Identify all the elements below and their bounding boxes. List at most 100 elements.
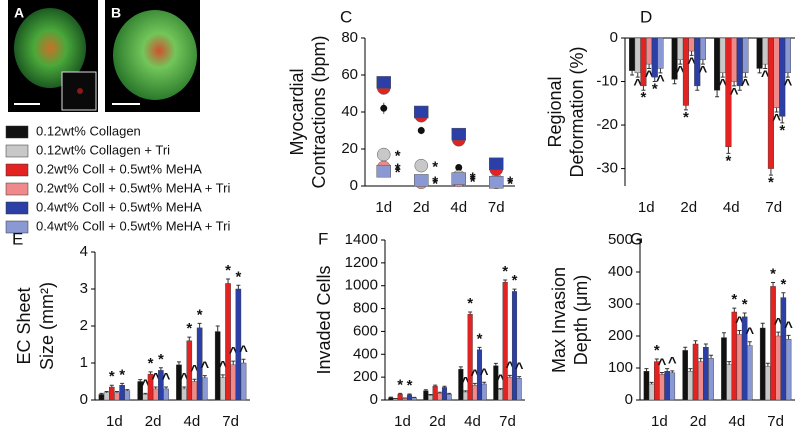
error-bar (148, 371, 153, 375)
significance-marker: * (197, 306, 203, 323)
significance-marker: * (725, 152, 731, 169)
significance-marker: * (683, 109, 689, 126)
significance-marker: * (148, 355, 154, 372)
y-axis-label: Myocardial (287, 68, 307, 155)
x-tick-label: 1d (638, 199, 655, 216)
error-bar (104, 390, 109, 393)
bar (163, 388, 169, 401)
error-bar (493, 362, 498, 366)
significance-marker: ^ (774, 315, 783, 332)
error-bar (215, 325, 220, 332)
significance-marker: * (507, 175, 513, 192)
point (414, 105, 429, 119)
chart: D Regional Deformation (%) 0 -10 -20 -30 1d 2d 4d… (545, 7, 795, 216)
error-bar (468, 311, 473, 315)
bar (682, 37, 689, 106)
y-axis-label: Size (mm²) (37, 282, 57, 370)
point (414, 158, 428, 173)
significance-marker: * (507, 173, 513, 190)
y-axis-label: Depth (μm) (571, 275, 591, 365)
significance-marker: * (652, 80, 658, 97)
x-tick-label: 2d (680, 199, 697, 216)
x-tick-label: 4d (184, 413, 201, 426)
error-bar (125, 389, 130, 391)
y-axis-label: EC Sheet (14, 287, 34, 364)
error-bar (742, 312, 747, 317)
significance-marker: * (742, 296, 748, 313)
y-tick-label: 40 (341, 103, 358, 120)
legend-swatch (5, 163, 29, 177)
legend-label: 0.2wt% Coll + 0.5wt% MeHA (36, 161, 202, 176)
bar (708, 358, 714, 401)
point (376, 164, 391, 178)
error-bar (635, 72, 640, 78)
error-bar (482, 381, 487, 384)
bar (516, 378, 522, 401)
y-tick-label: 2 (80, 317, 88, 334)
y-axis-label: Max Invasion (549, 267, 569, 373)
error-bar (192, 378, 197, 382)
y-tick-label: 1 (80, 354, 88, 371)
error-bar (715, 90, 720, 98)
error-bar (477, 346, 482, 350)
error-bar (182, 386, 187, 389)
error-bar (698, 357, 703, 362)
bar (721, 337, 727, 401)
error-bar (721, 332, 726, 338)
bar (142, 394, 149, 401)
error-bar (236, 284, 241, 289)
bar (98, 394, 105, 401)
y-tick-label: 0 (350, 177, 358, 194)
bar (742, 37, 749, 74)
significance-marker: ^ (200, 359, 209, 376)
y-tick-label: 200 (353, 368, 378, 385)
bar (697, 361, 704, 401)
legend: 0.12wt% Collagen 0.12wt% Collagen + Tri 0.… (5, 123, 230, 233)
significance-marker: ^ (741, 76, 750, 93)
bar (481, 383, 487, 401)
error-bar (659, 371, 664, 375)
error-bar (688, 368, 693, 372)
error-bar (649, 381, 654, 384)
point (489, 176, 504, 189)
error-bar (658, 68, 663, 74)
significance-marker: ^ (784, 318, 793, 335)
error-bar (447, 392, 452, 395)
image-a: A (8, 0, 98, 112)
significance-marker: ^ (229, 344, 238, 361)
error-bar (407, 393, 412, 395)
bar (152, 388, 159, 401)
error-bar (665, 368, 670, 372)
chart: F Invaded Cells 0 200 400 600 800 1000 1200 1400 1… (314, 229, 525, 426)
bar (406, 394, 413, 401)
significance-marker: * (470, 172, 476, 189)
y-tick-label: -20 (596, 116, 618, 133)
y-tick-label: 200 (608, 327, 633, 344)
bar (191, 381, 198, 401)
significance-marker: * (432, 175, 438, 192)
error-bar (670, 370, 675, 373)
error-bar (226, 278, 231, 284)
y-tick-label: 0 (625, 391, 633, 408)
error-bar (747, 341, 752, 346)
error-bar (732, 81, 737, 87)
bar (785, 339, 792, 401)
bar (497, 389, 504, 401)
panel-label: F (318, 229, 328, 248)
significance-marker: * (470, 173, 476, 190)
significance-marker: ^ (687, 54, 696, 71)
bar (230, 364, 236, 401)
bar (756, 37, 763, 69)
bar (225, 283, 231, 401)
error-bar (641, 85, 646, 91)
legend-swatch (5, 201, 29, 215)
panel-label: C (340, 7, 352, 26)
point (376, 76, 391, 89)
error-bar (737, 85, 742, 91)
bar (765, 366, 771, 401)
error-bar (164, 386, 169, 389)
bar (669, 372, 676, 401)
x-tick-label: 1d (651, 413, 668, 426)
significance-marker: * (397, 376, 403, 393)
